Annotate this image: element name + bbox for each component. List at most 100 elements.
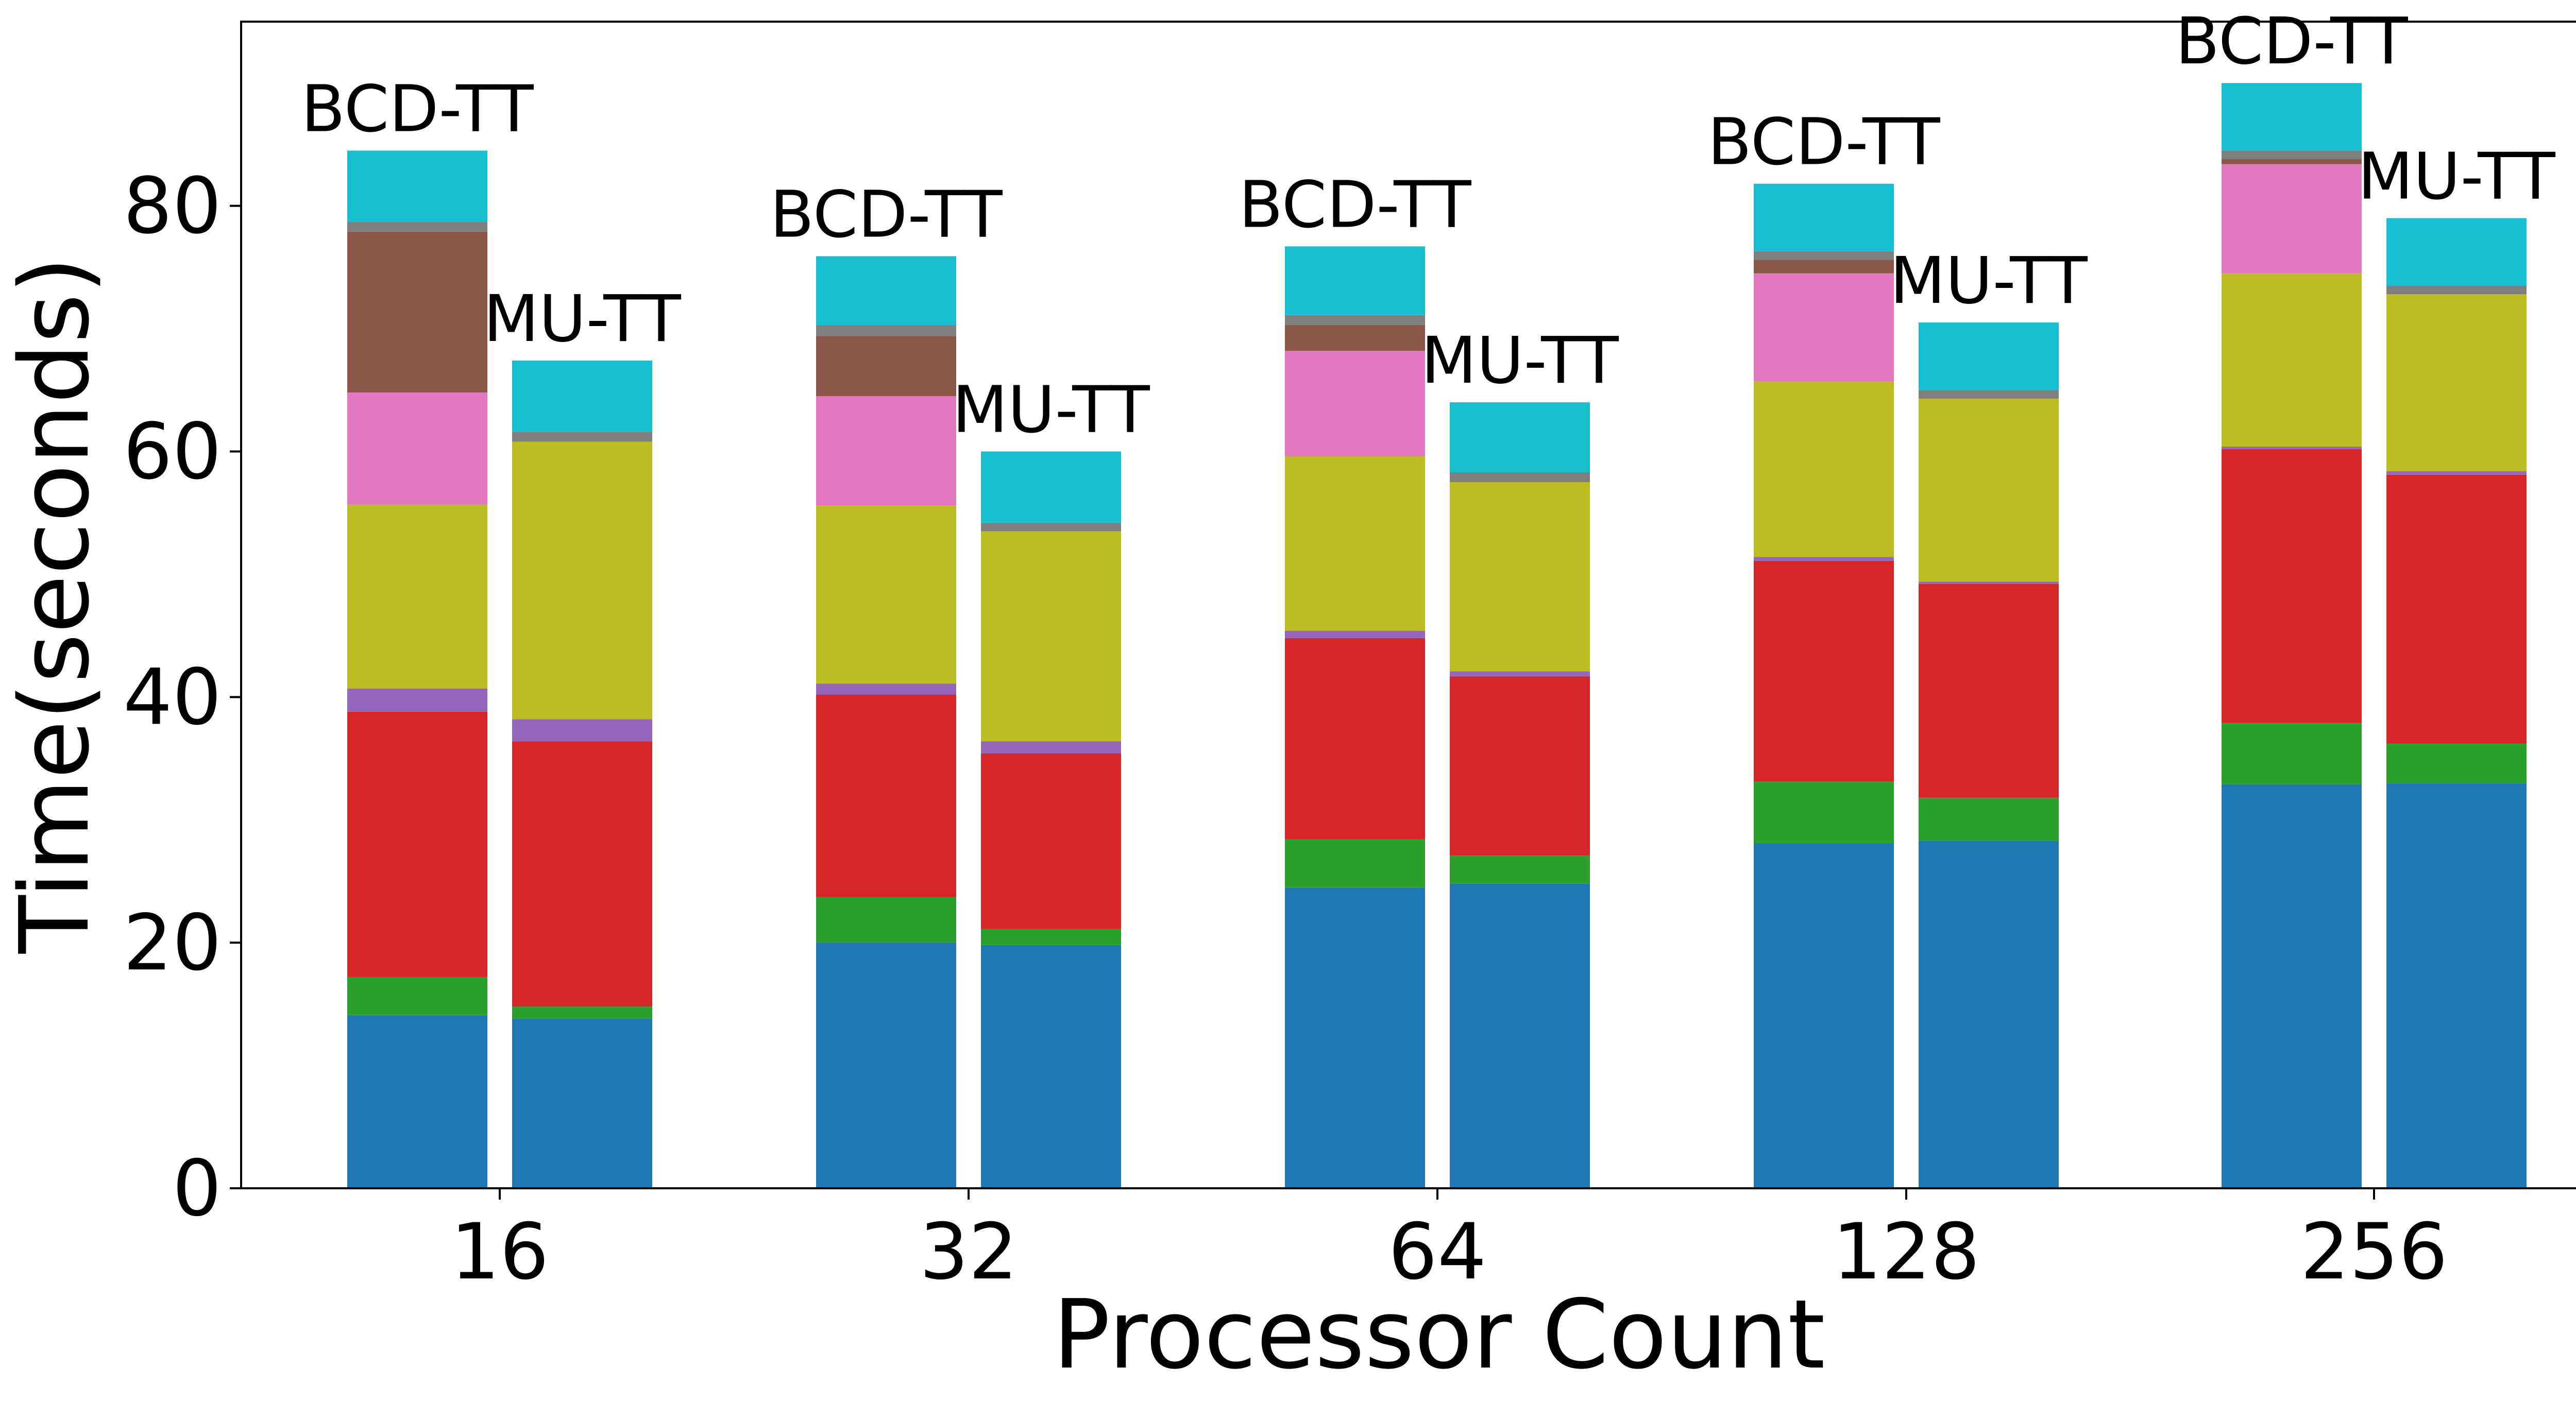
bar-stack-bcd-tt-32 — [816, 256, 956, 1188]
bar-segment — [981, 451, 1121, 523]
bar-segment — [816, 324, 956, 336]
bar-segment — [2222, 723, 2362, 784]
bar-segment — [816, 694, 956, 897]
bar-label: BCD-TT — [2175, 4, 2408, 79]
bar-segment — [2222, 446, 2362, 449]
bar-segment — [816, 396, 956, 506]
plot-frame — [240, 21, 2576, 1189]
bar-segment — [981, 522, 1121, 532]
bar-segment — [1919, 582, 2059, 584]
bar-segment — [2222, 784, 2362, 1188]
bar-segment — [1754, 251, 1894, 260]
bar-label: MU-TT — [483, 282, 681, 356]
x-tick-label: 256 — [2300, 1207, 2448, 1297]
bar-segment — [1754, 843, 1894, 1188]
bar-segment — [347, 231, 487, 393]
bar-segment — [1450, 671, 1590, 676]
bar-segment — [1285, 839, 1425, 887]
bar-label: BCD-TT — [1239, 167, 1471, 242]
bar-stack-mu-tt-32 — [981, 451, 1121, 1188]
bar-segment — [512, 1006, 652, 1019]
bar-segment — [347, 392, 487, 504]
bar-segment — [816, 336, 956, 397]
bar-segment — [816, 684, 956, 695]
bar-segment — [2386, 743, 2527, 783]
bar-label: MU-TT — [1421, 323, 1619, 398]
bar-segment — [981, 945, 1121, 1188]
bar-segment — [1285, 350, 1425, 457]
bar-segment — [816, 256, 956, 325]
bar-segment — [981, 929, 1121, 945]
bar-segment — [1285, 246, 1425, 315]
bar-segment — [347, 711, 487, 977]
x-axis-label: Processor Count — [1053, 1279, 1825, 1390]
bar-stack-bcd-tt-256 — [2222, 83, 2362, 1188]
x-axis-ticks: 16 32 64 128 256 — [451, 1188, 2448, 1297]
bar-segment — [2222, 449, 2362, 723]
bar-segment — [512, 719, 652, 742]
bar-segment — [1919, 841, 2059, 1188]
y-tick-label: 40 — [123, 653, 222, 742]
bar-segment — [512, 432, 652, 442]
bar-segment — [1285, 315, 1425, 325]
bar-segment — [1754, 781, 1894, 844]
bar-segment — [1285, 887, 1425, 1188]
bar-stack-mu-tt-64 — [1450, 402, 1590, 1188]
bar-segment — [1754, 381, 1894, 557]
y-tick-label: 0 — [173, 1144, 222, 1234]
bar-segment — [2386, 783, 2527, 1188]
bar-segment — [2386, 474, 2527, 744]
bar-segment — [347, 504, 487, 689]
bar-stack-mu-tt-16 — [512, 361, 652, 1188]
bar-segment — [1754, 260, 1894, 274]
y-tick-label: 80 — [123, 162, 222, 251]
bar-segment — [347, 221, 487, 232]
x-tick-label: 32 — [920, 1207, 1018, 1297]
x-tick-label: 128 — [1833, 1207, 1980, 1297]
bar-stack-bcd-tt-16 — [347, 150, 487, 1188]
bar-segment — [2222, 159, 2362, 164]
bar-segment — [816, 943, 956, 1188]
bar-segment — [981, 741, 1121, 754]
bar-segment — [1450, 676, 1590, 856]
y-axis-label: Time(seconds) — [0, 257, 110, 954]
x-tick-label: 16 — [451, 1207, 549, 1297]
bar-segment — [2386, 294, 2527, 471]
bar-segment — [2222, 164, 2362, 274]
bar-segment — [1754, 557, 1894, 561]
bar-segment — [1754, 183, 1894, 251]
bar-segment — [512, 1018, 652, 1188]
bar-segment — [1919, 797, 2059, 841]
bar-segment — [981, 753, 1121, 929]
bar-segment — [1919, 390, 2059, 399]
bar-segment — [981, 531, 1121, 742]
bar-label: MU-TT — [952, 372, 1150, 447]
bar-segment — [1754, 273, 1894, 382]
bar-segment — [347, 1015, 487, 1188]
bar-segment — [2222, 273, 2362, 447]
bar-segment — [1285, 324, 1425, 351]
y-tick-label: 20 — [123, 898, 222, 988]
bar-segment — [816, 505, 956, 684]
bar-label: BCD-TT — [1707, 105, 1940, 180]
bar-segment — [1285, 456, 1425, 631]
y-axis-ticks: 0 20 40 60 80 — [123, 162, 241, 1234]
bar-segment — [2386, 285, 2527, 295]
bar-label: MU-TT — [1890, 244, 2088, 318]
bar-segment — [1919, 584, 2059, 798]
bar-segment — [1285, 630, 1425, 638]
bar-segment — [1450, 472, 1590, 483]
bar-stack-mu-tt-128 — [1919, 322, 2059, 1188]
y-tick-label: 60 — [123, 407, 222, 497]
bar-stack-mu-tt-256 — [2386, 218, 2527, 1188]
bar-labels: BCD-TT MU-TT BCD-TT MU-TT BCD-TT MU-TT BCD-TT M… — [301, 4, 2555, 447]
bar-segment — [1754, 560, 1894, 782]
bar-segment — [2386, 471, 2527, 475]
bar-segment — [2222, 83, 2362, 151]
bar-segment — [1450, 482, 1590, 672]
bar-segment — [1450, 855, 1590, 884]
bar-segment — [512, 361, 652, 432]
bar-segment — [1919, 398, 2059, 582]
bar-label: MU-TT — [2358, 139, 2555, 214]
